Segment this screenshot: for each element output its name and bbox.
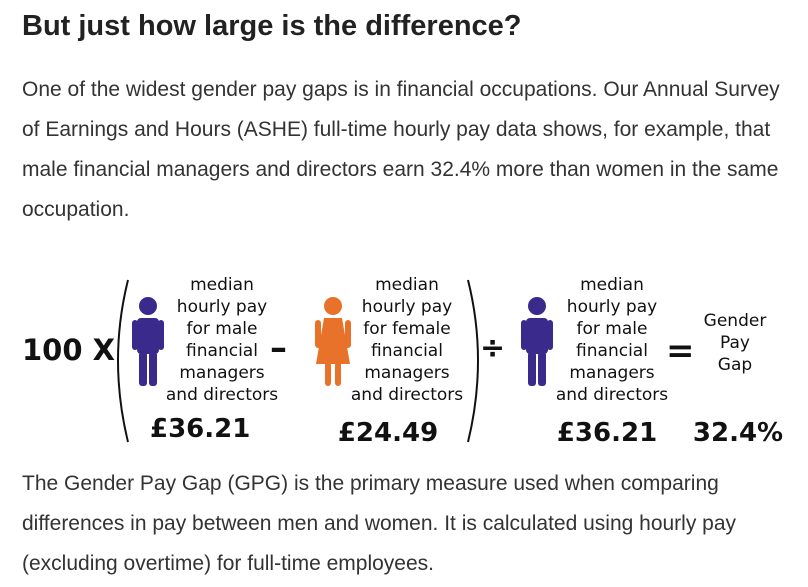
- divide-operator: ÷: [480, 331, 506, 366]
- label-line: hourly pay: [566, 297, 658, 317]
- label-line: for female: [363, 319, 451, 339]
- right-parenthesis: [467, 279, 479, 443]
- male-pay-label-2: median hourly pay for male financial man…: [552, 274, 672, 406]
- female-pay-value: £24.49: [337, 418, 439, 448]
- label-line: and directors: [555, 385, 669, 405]
- label-line: financial: [576, 341, 648, 361]
- label-line: financial: [186, 341, 258, 361]
- label-line: managers: [179, 363, 265, 383]
- equals-operator: =: [666, 331, 695, 371]
- label-line: and directors: [350, 385, 464, 405]
- female-pay-label: median hourly pay for female financial m…: [345, 274, 469, 406]
- outro-paragraph: The Gender Pay Gap (GPG) is the primary …: [22, 472, 737, 575]
- page-heading: But just how large is the difference?: [22, 10, 522, 42]
- label-line: managers: [569, 363, 655, 383]
- label-line: financial: [371, 341, 443, 361]
- label-line: managers: [364, 363, 450, 383]
- label-line: and directors: [165, 385, 279, 405]
- label-line: median: [190, 275, 254, 295]
- label-line: median: [375, 275, 439, 295]
- female-person-icon: [315, 297, 351, 386]
- left-parenthesis: [117, 279, 129, 443]
- gender-pay-gap-value: 32.4%: [692, 418, 784, 448]
- multiplier-label: 100 X: [22, 333, 115, 367]
- gender-pay-gap-label: Gender Pay Gap: [698, 310, 772, 376]
- male-pay-value: £36.21: [150, 414, 251, 444]
- label-line: for male: [186, 319, 258, 339]
- label-line: hourly pay: [176, 297, 268, 317]
- label-line: Gap: [717, 355, 753, 375]
- male-person-icon: [132, 297, 164, 386]
- label-line: hourly pay: [361, 297, 453, 317]
- label-line: median: [580, 275, 644, 295]
- male-person-icon-2: [521, 297, 553, 386]
- label-line: Gender: [703, 311, 767, 331]
- male-pay-label: median hourly pay for male financial man…: [162, 274, 282, 406]
- minus-operator: –: [270, 328, 287, 368]
- intro-paragraph: One of the widest gender pay gaps is in …: [22, 78, 780, 221]
- male-pay-value-2: £36.21: [556, 418, 658, 448]
- label-line: for male: [576, 319, 648, 339]
- label-line: Pay: [720, 333, 750, 353]
